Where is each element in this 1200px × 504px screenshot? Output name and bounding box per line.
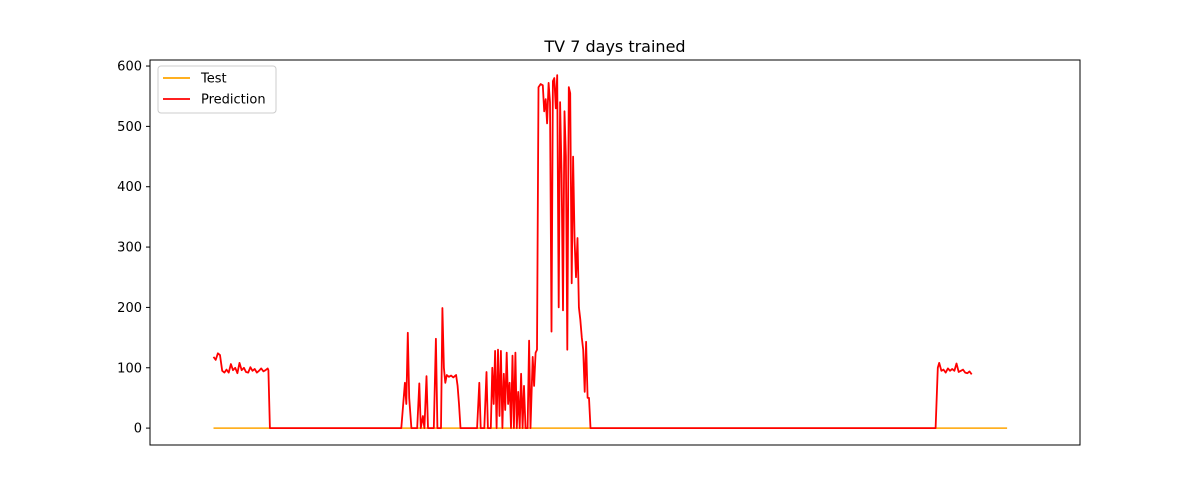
y-tick-label: 100	[117, 361, 142, 376]
series-line-prediction	[212, 74, 973, 429]
y-tick-label: 300	[117, 241, 142, 256]
plot-area: 0 100 200 300 400 500 600 Test Prediction	[117, 59, 1081, 446]
chart-title: TV 7 days trained	[543, 37, 685, 56]
legend-label-test: Test	[200, 72, 227, 87]
y-tick-label: 500	[117, 120, 142, 135]
y-tick-label: 600	[117, 60, 142, 75]
y-tick-label: 0	[134, 422, 142, 437]
legend-label-prediction: Prediction	[201, 93, 266, 108]
y-tick-label: 200	[117, 301, 142, 316]
y-tick-label: 400	[117, 180, 142, 195]
axes-frame	[149, 59, 1081, 446]
